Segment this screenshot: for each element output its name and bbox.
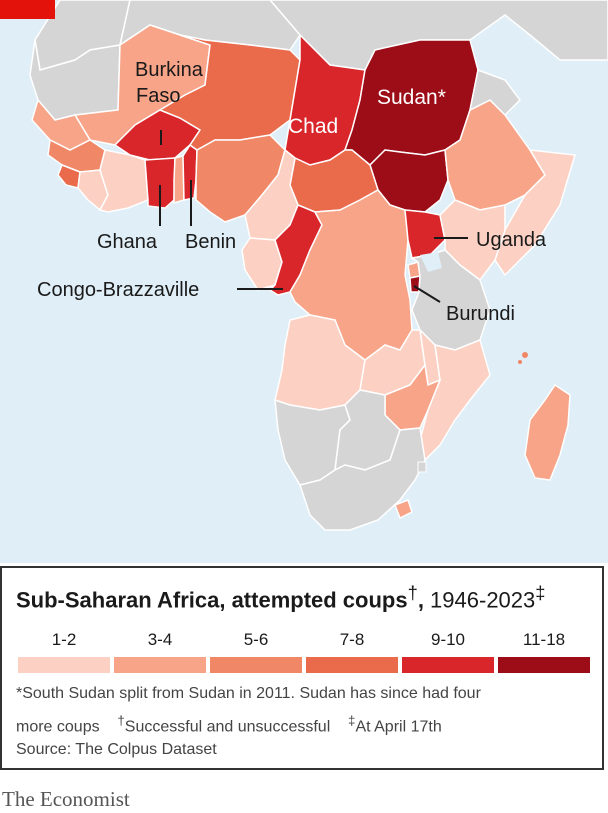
- uganda: [404, 209, 446, 259]
- legend-swatch-7-8: [306, 657, 398, 673]
- africa-map-svg: Burkina Faso Chad Sudan* Uganda Ghana Be…: [29, 0, 608, 531]
- legend-swatch-1-2: [18, 657, 110, 673]
- madagascar: [524, 383, 571, 481]
- south-africa: [299, 427, 426, 531]
- legend-label-9-10: 9-10: [430, 630, 466, 649]
- economist-red-tag: [0, 0, 55, 19]
- sierra-leone: [57, 164, 81, 189]
- note-ddagger: ‡: [348, 713, 356, 728]
- eritrea: [468, 68, 521, 117]
- note-line-2: more coups †Successful and unsuccessful …: [16, 713, 442, 736]
- somalia: [494, 149, 576, 277]
- legend-swatch-9-10: [402, 657, 494, 673]
- legend-label-5-6: 5-6: [243, 630, 269, 649]
- label-burkina: Burkina: [135, 59, 204, 81]
- legend-title-years: 1946-2023: [423, 587, 536, 613]
- label-uganda: Uganda: [476, 229, 547, 251]
- label-benin: Benin: [185, 231, 236, 253]
- legend-title-comma: ,: [417, 587, 424, 613]
- legend-label-1-2: 1-2: [51, 630, 77, 649]
- label-ghana: Ghana: [97, 231, 158, 253]
- comoros-2: [518, 360, 522, 364]
- eswatini: [417, 461, 427, 473]
- label-chad: Chad: [288, 115, 338, 138]
- legend-swatch-11-18: [498, 657, 590, 673]
- economist-brand: The Economist: [2, 787, 130, 811]
- africa-map: Burkina Faso Chad Sudan* Uganda Ghana Be…: [0, 0, 608, 563]
- legend-title-bold: Sub-Saharan Africa, attempted coups: [16, 587, 408, 613]
- label-sudan: Sudan*: [377, 86, 446, 109]
- ivory-coast: [98, 149, 149, 213]
- legend-panel: Sub-Saharan Africa, attempted coups†, 19…: [0, 563, 608, 777]
- legend-label-3-4: 3-4: [147, 630, 173, 649]
- legend-title: Sub-Saharan Africa, attempted coups†, 19…: [16, 582, 545, 613]
- source-line: Source: The Colpus Dataset: [16, 741, 217, 758]
- note-line-1: *South Sudan split from Sudan in 2011. S…: [16, 685, 481, 702]
- comoros: [522, 352, 528, 358]
- note-dagger: †: [117, 713, 125, 728]
- burundi-pointer: [413, 285, 441, 303]
- label-burundi: Burundi: [446, 303, 515, 325]
- legend-swatch-5-6: [210, 657, 302, 673]
- sudan-coast-dots: [444, 48, 472, 73]
- legend-title-dagger: †: [407, 582, 418, 603]
- legend-swatch-3-4: [114, 657, 206, 673]
- legend-title-ddagger: ‡: [535, 582, 546, 603]
- lake-victoria: [420, 252, 442, 272]
- label-congo: Congo-Brazzaville: [37, 279, 199, 301]
- note-dagger-text: Successful and unsuccessful: [124, 718, 331, 736]
- legend-label-11-18: 11-18: [522, 630, 566, 649]
- legend-label-7-8: 7-8: [339, 630, 365, 649]
- note-ddagger-text: At April 17th: [355, 718, 442, 736]
- togo: [173, 155, 185, 205]
- note-more-coups: more coups: [16, 718, 100, 736]
- kenya: [439, 199, 506, 282]
- label-faso: Faso: [136, 85, 180, 107]
- lesotho: [394, 499, 413, 520]
- legend-box: Sub-Saharan Africa, attempted coups†, 19…: [0, 566, 604, 770]
